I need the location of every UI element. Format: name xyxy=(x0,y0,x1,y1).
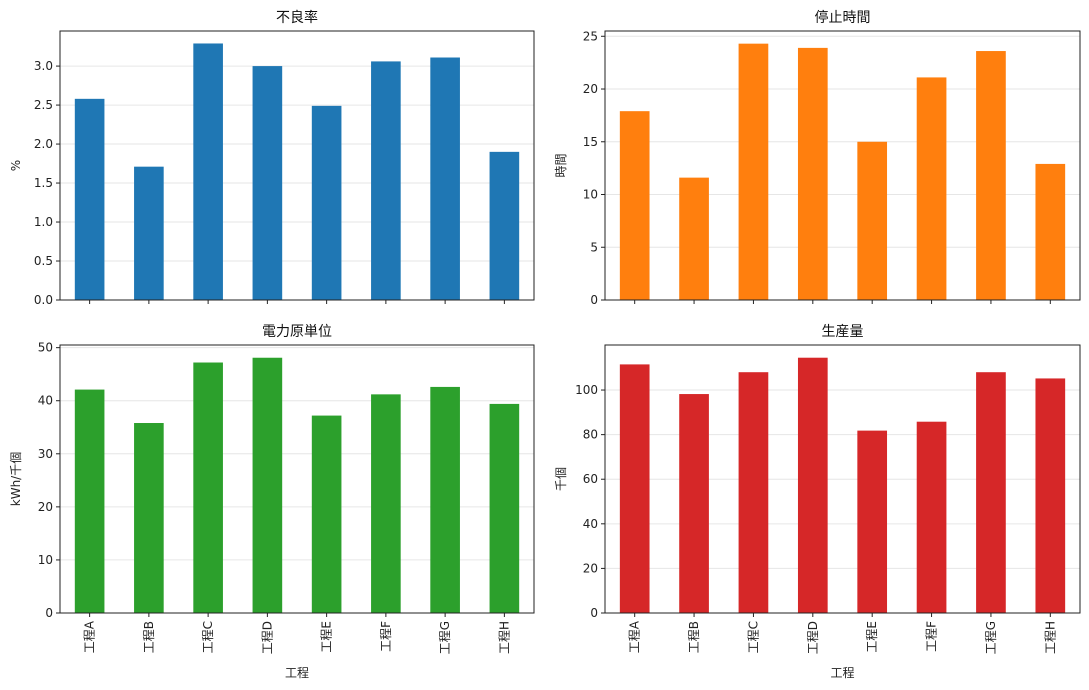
x-tick-label: 工程C xyxy=(200,621,215,653)
x-tick-label: 工程F xyxy=(378,621,393,652)
bar xyxy=(371,61,401,301)
bar xyxy=(619,111,650,300)
plot-frame xyxy=(59,344,535,614)
y-tick-label: 40 xyxy=(38,394,53,408)
y-tick-label: 3.0 xyxy=(34,59,53,73)
chart-title: 生産量 xyxy=(822,324,864,340)
y-tick-label: 20 xyxy=(38,500,53,514)
bar xyxy=(1035,378,1066,613)
bar xyxy=(619,364,650,613)
bar xyxy=(738,43,769,301)
bar xyxy=(489,403,520,613)
y-axis-label: kWh/千個 xyxy=(9,452,23,506)
x-tick-label: 工程A xyxy=(82,620,97,653)
bar xyxy=(797,47,828,300)
bar xyxy=(738,372,769,613)
y-tick-label: 60 xyxy=(583,472,598,486)
bar xyxy=(857,141,888,300)
bar xyxy=(430,57,460,300)
x-tick-label: 工程H xyxy=(1042,621,1057,654)
x-tick-label: 工程F xyxy=(924,621,939,652)
y-axis-label: 千個 xyxy=(554,467,568,491)
y-tick-label: 30 xyxy=(38,447,53,461)
x-tick-label: 工程C xyxy=(745,621,760,653)
x-tick-label: 工程D xyxy=(805,621,820,654)
bar xyxy=(489,151,520,300)
y-tick-label: 1.5 xyxy=(34,176,53,190)
chart-panel-3: 0 10 20 30 40 50 工程A 工程B 工程C 工程D 工程E 工程F 工程G 工程H 電力原単位… xyxy=(9,324,535,680)
y-tick-label: 10 xyxy=(38,553,53,567)
chart-title: 電力原単位 xyxy=(262,324,332,340)
y-tick-label: 15 xyxy=(583,135,598,149)
bar xyxy=(371,394,401,613)
bar xyxy=(134,166,164,300)
y-tick-label: 5 xyxy=(590,240,598,254)
plot-frame xyxy=(59,30,535,301)
chart-title: 不良率 xyxy=(276,9,318,26)
y-tick-label: 1.0 xyxy=(34,215,53,229)
bar xyxy=(679,177,709,300)
bar xyxy=(916,421,947,613)
x-tick-label: 工程A xyxy=(627,620,642,653)
plot-frame xyxy=(604,344,1081,614)
y-tick-label: 100 xyxy=(575,383,598,397)
bar xyxy=(311,105,342,300)
bar xyxy=(797,357,828,613)
y-tick-label: 10 xyxy=(583,188,598,202)
y-tick-label: 40 xyxy=(583,517,598,531)
bar xyxy=(916,77,947,301)
x-tick-label: 工程E xyxy=(864,621,879,653)
chart-panel-1: 0.0 0.5 1.0 1.5 2.0 2.5 3.0 不良率% xyxy=(9,9,535,307)
x-tick-label: 工程D xyxy=(259,621,274,654)
y-tick-label: 80 xyxy=(583,428,598,442)
bar xyxy=(430,386,460,613)
bar xyxy=(74,389,105,613)
x-tick-label: 工程G xyxy=(437,621,452,654)
y-tick-label: 20 xyxy=(583,82,598,96)
x-tick-label: 工程H xyxy=(496,621,511,654)
x-tick-label: 工程G xyxy=(983,621,998,654)
x-tick-label: 工程E xyxy=(319,621,334,653)
bar xyxy=(976,51,1006,300)
y-tick-label: 0.0 xyxy=(34,293,53,307)
bar xyxy=(679,394,709,613)
x-tick-label: 工程B xyxy=(686,621,701,653)
y-axis-label: 時間 xyxy=(554,153,568,177)
y-tick-label: 20 xyxy=(583,561,598,575)
bar xyxy=(193,43,223,300)
y-tick-label: 50 xyxy=(38,341,53,355)
bar xyxy=(1035,163,1066,300)
bar xyxy=(857,430,888,613)
bar xyxy=(252,66,283,300)
y-tick-label: 2.0 xyxy=(34,137,53,151)
plot-frame xyxy=(604,30,1081,301)
chart-panel-4: 0 20 40 60 80 100 工程A 工程B 工程C 工程D 工程E 工程F 工程G 工程H 生産量千… xyxy=(554,324,1081,680)
bar xyxy=(74,98,105,301)
y-tick-label: 2.5 xyxy=(34,98,53,112)
x-tick-label: 工程B xyxy=(141,621,156,653)
y-axis-label: % xyxy=(9,160,23,171)
y-tick-label: 0 xyxy=(590,606,598,620)
x-axis-label: 工程 xyxy=(830,665,854,680)
bar xyxy=(976,372,1006,613)
chart-title: 停止時間 xyxy=(815,9,871,26)
y-tick-label: 25 xyxy=(583,29,598,43)
y-tick-label: 0.5 xyxy=(34,254,53,268)
bar xyxy=(311,415,342,613)
y-tick-label: 0 xyxy=(45,606,53,620)
y-tick-label: 0 xyxy=(590,293,598,307)
bar xyxy=(134,423,164,613)
x-axis-label: 工程 xyxy=(285,665,309,680)
bar xyxy=(193,362,223,613)
bar xyxy=(252,357,283,613)
